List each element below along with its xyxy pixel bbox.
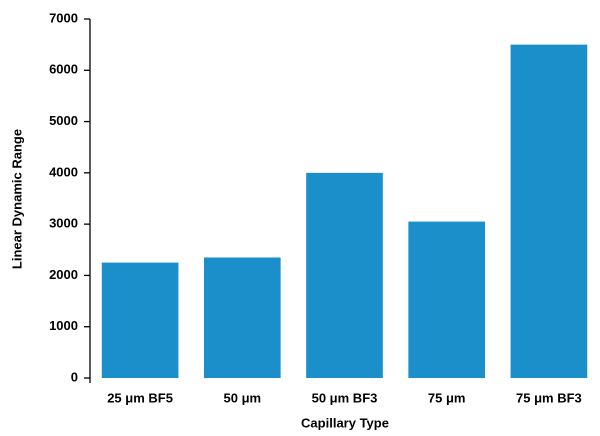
x-tick-label: 75 μm [428,390,466,405]
x-tick-label: 50 μm [224,390,262,405]
y-axis-label: Linear Dynamic Range [9,129,24,269]
bar [101,262,179,378]
bar [306,172,383,378]
y-tick-label: 2000 [49,267,78,282]
x-axis-label: Capillary Type [301,415,389,430]
x-tick-label: 75 μm BF3 [516,390,582,405]
bar [203,257,281,378]
bar [510,44,588,379]
y-tick-label: 3000 [49,216,78,231]
bar [408,221,486,378]
x-tick-label: 25 μm BF5 [107,390,173,405]
y-tick-label: 0 [71,369,78,384]
x-tick-label: 50 μm BF3 [312,390,378,405]
y-tick-label: 4000 [49,164,78,179]
y-tick-label: 5000 [49,113,78,128]
y-tick-label: 7000 [49,10,78,25]
y-tick-label: 6000 [49,62,78,77]
y-tick-label: 1000 [49,318,78,333]
